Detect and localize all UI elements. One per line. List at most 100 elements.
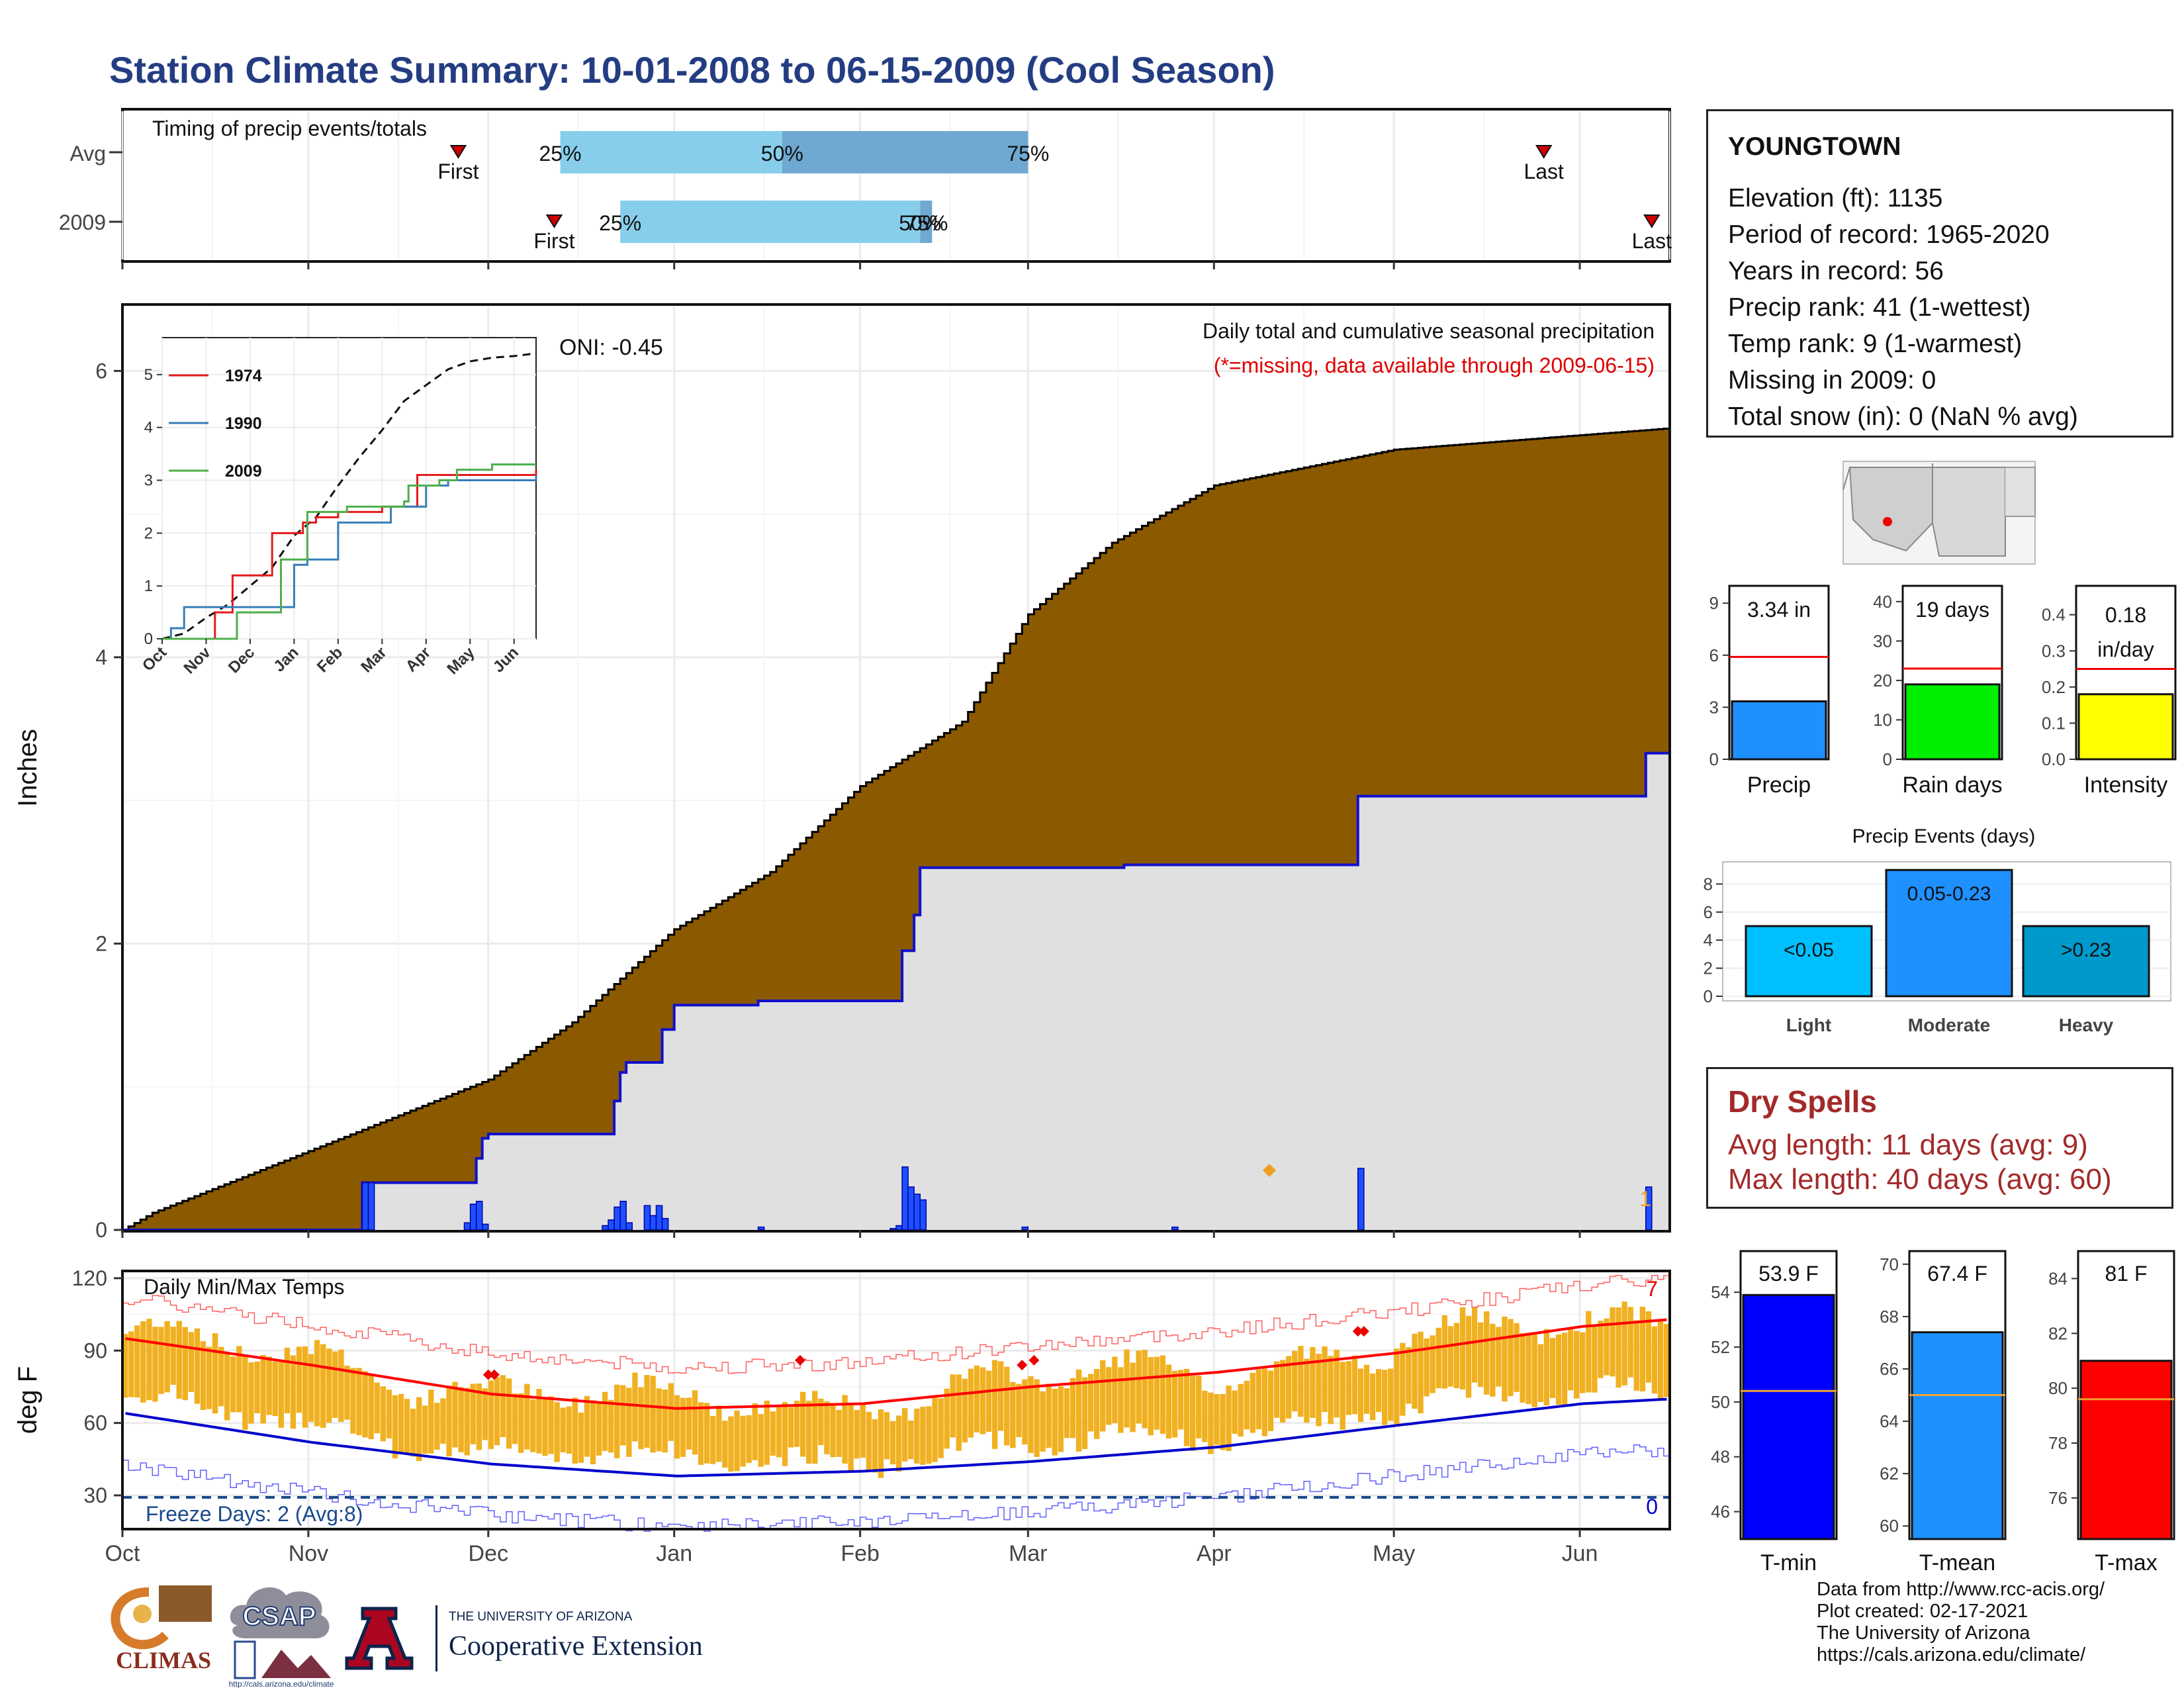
daily-temp-bar [1508,1319,1514,1397]
daily-temp-bar [386,1389,392,1438]
timing-marker-label: Last [1632,229,1672,253]
daily-temp-bar [1412,1333,1418,1409]
daily-temp-bar [314,1340,320,1427]
daily-temp-bar [212,1333,218,1414]
daily-temp-bar [602,1391,608,1452]
mini-bar-tick-label: 3 [1709,697,1719,717]
precip-y-axis: 0 2 4 6 [95,359,122,1242]
daily-temp-bar [1034,1379,1040,1457]
daily-precip-bar [361,1182,369,1231]
daily-temp-bar [1424,1338,1430,1397]
temp-summary-tick-label: 80 [2048,1378,2068,1398]
temp-summary-tick-label: 68 [1880,1307,1899,1327]
daily-temp-bar [902,1408,908,1462]
timing-marker-label: First [437,160,478,183]
station-name: YOUNGTOWN [1728,132,1901,161]
daily-temp-bar [734,1410,740,1472]
record-high-marker [795,1354,806,1366]
temp-summary-bar [1742,1293,1835,1540]
daily-temp-bar [218,1346,224,1407]
daily-temp-bar [554,1402,560,1462]
daily-temp-bar [296,1346,302,1413]
mini-bar-tick-label: 30 [1873,631,1892,651]
mini-bar-value-label: 0.18 [2105,603,2146,627]
daily-temp-bar [1537,1344,1543,1402]
temp-summary-tick-label: 52 [1711,1337,1730,1357]
inset-lines [161,352,537,640]
daily-temp-bar [542,1399,548,1456]
csap-mountain-icon [261,1650,331,1678]
daily-temp-bar [1657,1319,1664,1399]
month-label: Jun [1562,1541,1598,1566]
precip-panel: 0 2 4 6 Inches Daily total and cumulative s… [13,303,1671,1242]
daily-precip-bar [608,1219,615,1231]
daily-temp-bar [800,1391,806,1457]
daily-temp-bar [854,1409,860,1459]
daily-temp-bar [1459,1307,1466,1390]
daily-temp-bar [1040,1391,1046,1452]
daily-precip-bar [1357,1168,1365,1231]
events-bar [1745,925,1873,998]
daily-precip-bar [602,1225,609,1231]
daily-temp-bar [1183,1368,1190,1446]
inset-y-tick-label: 5 [144,366,153,384]
temp-summary-tick-label: 78 [2048,1433,2068,1453]
daily-temp-bar [1196,1376,1202,1438]
timing-marker-label: First [533,229,574,253]
daily-temp-bar [302,1346,308,1428]
record-high-marker [1017,1360,1028,1371]
daily-temp-bar [1478,1322,1484,1387]
daily-temp-bar [308,1354,314,1422]
precip-note: Daily total and cumulative seasonal prec… [1203,319,1655,343]
average-min-line [125,1397,1667,1477]
daily-temp-bar [1124,1349,1130,1428]
daily-temp-bar [1244,1380,1250,1430]
freeze-days: Freeze Days: 2 (Avg:8) [146,1502,363,1526]
daily-temp-bar [638,1387,644,1450]
daily-temp-bar [398,1393,404,1454]
temp-summary-tick-label: 76 [2048,1488,2068,1508]
daily-temp-bar [524,1383,530,1450]
temp-y-tick-label: 120 [72,1266,107,1290]
temp-summary-tick-label: 48 [1711,1447,1730,1467]
daily-temp-bar [1142,1350,1148,1429]
daily-temp-bar [1136,1350,1142,1424]
average-max-line [125,1318,1667,1410]
temp-y-tick-label: 60 [83,1411,107,1435]
extreme-precip-marker [1263,1164,1276,1177]
daily-temp-bar [686,1397,692,1450]
ua-logo: THE UNIVERSITY OF ARIZONA Cooperative Ex… [345,1605,703,1671]
events-bar-label: 0.05-0.23 [1907,883,1991,905]
credit-line: The University of Arizona [1817,1622,2030,1644]
daily-precip-bar [643,1205,651,1231]
daily-temp-bar [1238,1383,1244,1437]
timing-marker [545,214,563,228]
timing-row-avg-label: Avg [69,142,106,165]
mini-bar-tick-label: 0 [1883,749,1892,769]
daily-temp-bar [338,1349,344,1423]
daily-precip-bar [655,1205,663,1231]
daily-temp-bar [1561,1333,1568,1406]
temp-summary-tick-label: 66 [1880,1359,1899,1379]
daily-temp-bar [1130,1362,1136,1432]
daily-temp-bar [428,1389,434,1454]
daily-temp-bar [878,1409,884,1478]
state-texas [2005,467,2036,517]
daily-temp-bar [926,1406,932,1464]
timing-bar-q2 [782,131,1028,173]
daily-temp-bar [344,1366,350,1420]
record-high-markers [482,1326,1369,1380]
daily-temp-bar [1502,1316,1508,1402]
daily-temp-bar [1345,1361,1351,1415]
daily-temp-bar [230,1356,236,1413]
mini-bar-value [1904,683,2001,761]
daily-temp-bar [758,1414,764,1467]
climas-logo: CLIMAS [111,1585,212,1673]
daily-temp-bar [1255,1369,1262,1430]
daily-temp-bar [662,1389,668,1453]
ua-a-icon [345,1607,414,1670]
month-label: Mar [1009,1541,1048,1566]
daily-temp-bar [206,1346,212,1409]
daily-temp-bar [1004,1366,1010,1446]
daily-temp-bar [1148,1357,1154,1436]
